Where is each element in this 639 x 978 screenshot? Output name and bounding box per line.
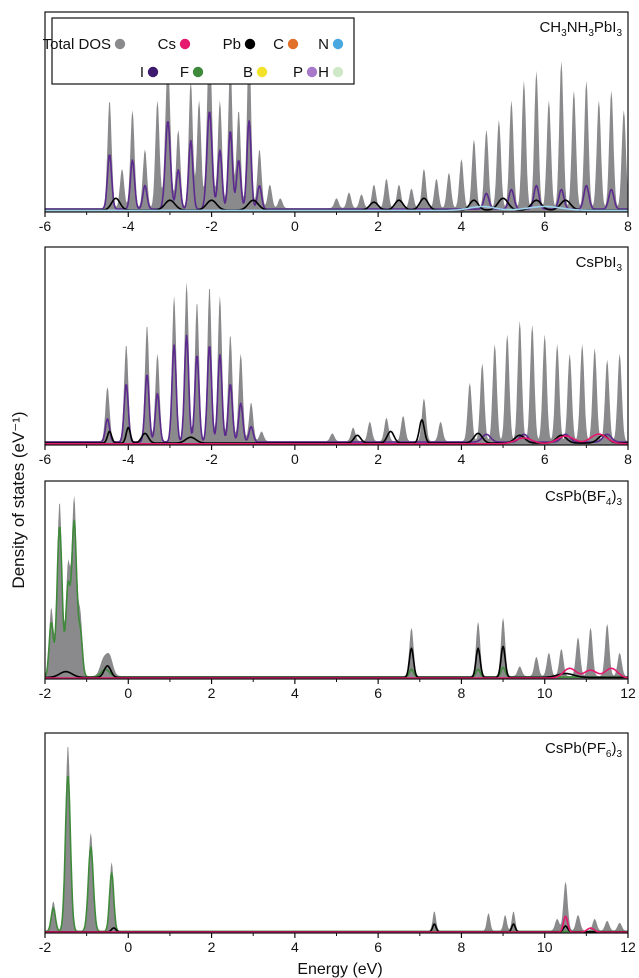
panel-title: CsPbI3 <box>576 254 623 274</box>
plot-frame <box>44 732 629 934</box>
panel-title: CH3NH3PbI3 <box>539 19 622 39</box>
dos-panel-2: -6 -4 -2 0 2 4 6 8 CsPbI3 <box>39 246 632 467</box>
series-total-dos-area <box>45 747 628 933</box>
legend-label-cs: Cs <box>158 36 176 53</box>
plot-frame <box>44 246 629 446</box>
plot-frame <box>44 480 629 680</box>
x-tick-label: 0 <box>291 218 299 234</box>
series-total-dos-area <box>45 495 628 679</box>
x-tick-label: 2 <box>208 939 216 955</box>
x-tick-label: 6 <box>374 939 382 955</box>
x-tick-label: -4 <box>122 218 135 234</box>
x-tick-label: 8 <box>624 218 632 234</box>
legend-label-h: H <box>318 64 329 81</box>
legend-label-b: B <box>243 64 253 81</box>
x-tick-label: 10 <box>537 685 553 701</box>
legend-marker-b <box>256 66 268 78</box>
x-tick-label: 8 <box>458 939 466 955</box>
series-h-line <box>45 205 628 212</box>
x-tick-label: 0 <box>124 939 132 955</box>
x-tick-label: 4 <box>458 218 466 234</box>
series-cs-line <box>45 915 628 933</box>
series-f-line <box>44 519 628 678</box>
series-cs-line <box>45 433 628 445</box>
dos-panel-3: -2 0 2 4 6 8 10 12 CsPb(BF4)3 <box>39 480 636 701</box>
panel-title: CsPb(PF6)3 <box>545 740 622 760</box>
x-tick-label: -4 <box>122 451 135 467</box>
x-tick-label: 8 <box>458 685 466 701</box>
series-pb-line <box>45 645 628 679</box>
x-tick-label: 10 <box>537 939 553 955</box>
legend-label-f: F <box>180 64 189 81</box>
series-f-line <box>45 776 628 933</box>
x-tick-label: -6 <box>39 451 52 467</box>
x-tick-label: -2 <box>205 218 218 234</box>
x-tick-label: -2 <box>205 451 218 467</box>
legend-marker-total-dos <box>114 38 126 50</box>
legend-marker-pb <box>244 38 256 50</box>
legend-marker-c <box>287 38 299 50</box>
x-tick-label: 2 <box>208 685 216 701</box>
legend-label-c: C <box>273 36 284 53</box>
x-tick-label: 6 <box>541 451 549 467</box>
x-tick-label: 4 <box>291 685 299 701</box>
legend-label-p: P <box>293 64 303 81</box>
x-tick-label: -2 <box>39 939 52 955</box>
dos-panel-4: -2 0 2 4 6 8 10 12 CsPb(PF6)3 <box>39 732 636 955</box>
legend-marker-cs <box>179 38 191 50</box>
panel-title: CsPb(BF4)3 <box>545 488 622 508</box>
x-tick-label: 8 <box>624 451 632 467</box>
x-tick-label: -6 <box>39 218 52 234</box>
series-cs-line <box>45 667 629 679</box>
x-tick-label: 4 <box>458 451 466 467</box>
legend-marker-n <box>332 38 344 50</box>
x-tick-label: 2 <box>374 218 382 234</box>
x-tick-label: 0 <box>291 451 299 467</box>
x-tick-label: 0 <box>124 685 132 701</box>
legend-marker-f <box>192 66 204 78</box>
x-tick-label: 6 <box>541 218 549 234</box>
x-tick-label: 12 <box>620 685 636 701</box>
y-axis-label: Density of states (eV⁻¹) <box>9 411 28 588</box>
x-tick-label: 6 <box>374 685 382 701</box>
series-total-dos-area <box>45 282 628 445</box>
x-axis-label: Energy (eV) <box>297 961 382 978</box>
legend-marker-i <box>147 66 159 78</box>
x-tick-label: 12 <box>620 939 636 955</box>
legend-marker-h <box>332 66 344 78</box>
legend-label-i: I <box>140 64 144 81</box>
legend-label-pb: Pb <box>223 36 241 53</box>
legend-marker-p <box>306 66 318 78</box>
x-tick-label: 2 <box>374 451 382 467</box>
legend-label-n: N <box>318 36 329 53</box>
legend-label-total-dos: Total DOS <box>43 36 111 53</box>
x-tick-label: -2 <box>39 685 52 701</box>
x-tick-label: 4 <box>291 939 299 955</box>
legend: Total DOS Cs Pb C N I F B P H <box>43 17 355 85</box>
